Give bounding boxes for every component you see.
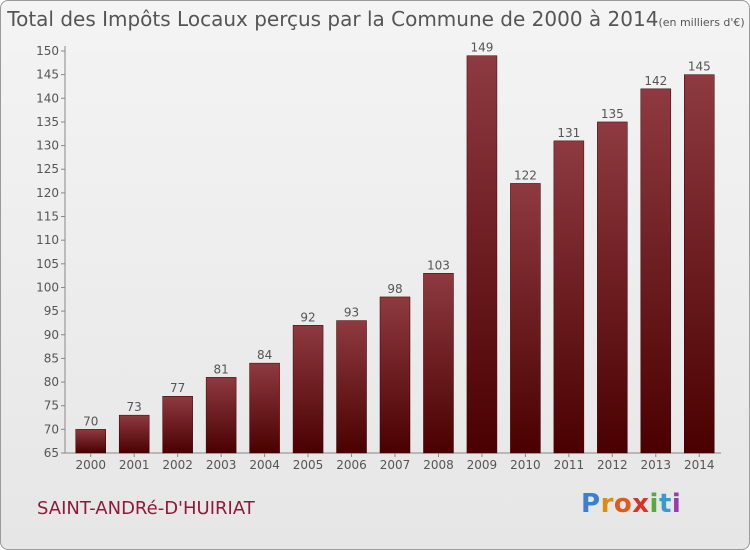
x-tick-label: 2004 xyxy=(249,458,280,472)
bar xyxy=(162,395,193,454)
y-tick-label: 130 xyxy=(36,139,59,153)
bar xyxy=(510,183,541,454)
x-tick-label: 2009 xyxy=(467,458,498,472)
x-tick-label: 2008 xyxy=(423,458,454,472)
y-tick-label: 110 xyxy=(36,233,59,247)
bar xyxy=(640,88,672,454)
x-tick-label: 2013 xyxy=(641,458,672,472)
bar xyxy=(118,414,150,454)
chart-unit: (en milliers d'€) xyxy=(658,16,745,29)
bar xyxy=(423,273,454,454)
y-tick-label: 145 xyxy=(36,68,59,82)
y-tick-label: 135 xyxy=(36,115,59,129)
data-label: 70 xyxy=(83,414,98,428)
data-label: 92 xyxy=(300,310,315,324)
data-label: 84 xyxy=(257,348,272,362)
data-label: 122 xyxy=(514,168,537,182)
y-tick-label: 140 xyxy=(36,91,59,105)
data-label: 145 xyxy=(688,60,711,74)
x-tick-label: 2012 xyxy=(597,458,628,472)
bar xyxy=(597,121,628,454)
data-label: 149 xyxy=(470,41,493,55)
chart-title: Total des Impôts Locaux perçus par la Co… xyxy=(7,7,659,31)
data-label: 73 xyxy=(127,400,142,414)
x-tick-label: 2005 xyxy=(293,458,324,472)
bar xyxy=(466,55,498,454)
y-tick-label: 100 xyxy=(36,280,59,294)
x-tick-label: 2014 xyxy=(684,458,715,472)
x-tick-label: 2002 xyxy=(162,458,193,472)
bar xyxy=(553,140,585,454)
y-tick-label: 80 xyxy=(44,375,59,389)
chart-title-line: Total des Impôts Locaux perçus par la Co… xyxy=(1,7,749,31)
y-tick-label: 70 xyxy=(44,422,59,436)
data-label: 77 xyxy=(170,381,185,395)
data-label: 131 xyxy=(557,126,580,140)
y-tick-label: 120 xyxy=(36,186,59,200)
y-tick-label: 150 xyxy=(36,44,59,58)
bar xyxy=(75,429,106,454)
data-label: 142 xyxy=(644,74,667,88)
y-tick-label: 65 xyxy=(44,446,59,460)
y-tick-label: 115 xyxy=(36,210,59,224)
x-tick-label: 2000 xyxy=(75,458,106,472)
x-tick-label: 2007 xyxy=(380,458,411,472)
x-tick-label: 2003 xyxy=(206,458,237,472)
y-tick-label: 75 xyxy=(44,399,59,413)
y-tick-label: 85 xyxy=(44,351,59,365)
data-label: 93 xyxy=(344,306,359,320)
x-tick-label: 2001 xyxy=(119,458,150,472)
proxiti-logo: Proxiti xyxy=(581,489,682,519)
y-tick-label: 105 xyxy=(36,257,59,271)
bar xyxy=(205,377,237,454)
commune-name: SAINT-ANDRé-D'HUIRIAT xyxy=(37,498,255,519)
x-tick-label: 2011 xyxy=(554,458,585,472)
bar xyxy=(379,296,411,454)
data-label: 98 xyxy=(387,282,402,296)
bar xyxy=(292,325,324,454)
x-tick-label: 2006 xyxy=(336,458,367,472)
bar xyxy=(249,362,280,454)
y-tick-label: 125 xyxy=(36,162,59,176)
data-label: 135 xyxy=(601,107,624,121)
y-tick-label: 90 xyxy=(44,328,59,342)
data-label: 81 xyxy=(213,362,228,376)
x-tick-label: 2010 xyxy=(510,458,541,472)
y-tick-label: 95 xyxy=(44,304,59,318)
data-label: 103 xyxy=(427,258,450,272)
bar xyxy=(336,320,367,454)
bar xyxy=(684,74,715,454)
